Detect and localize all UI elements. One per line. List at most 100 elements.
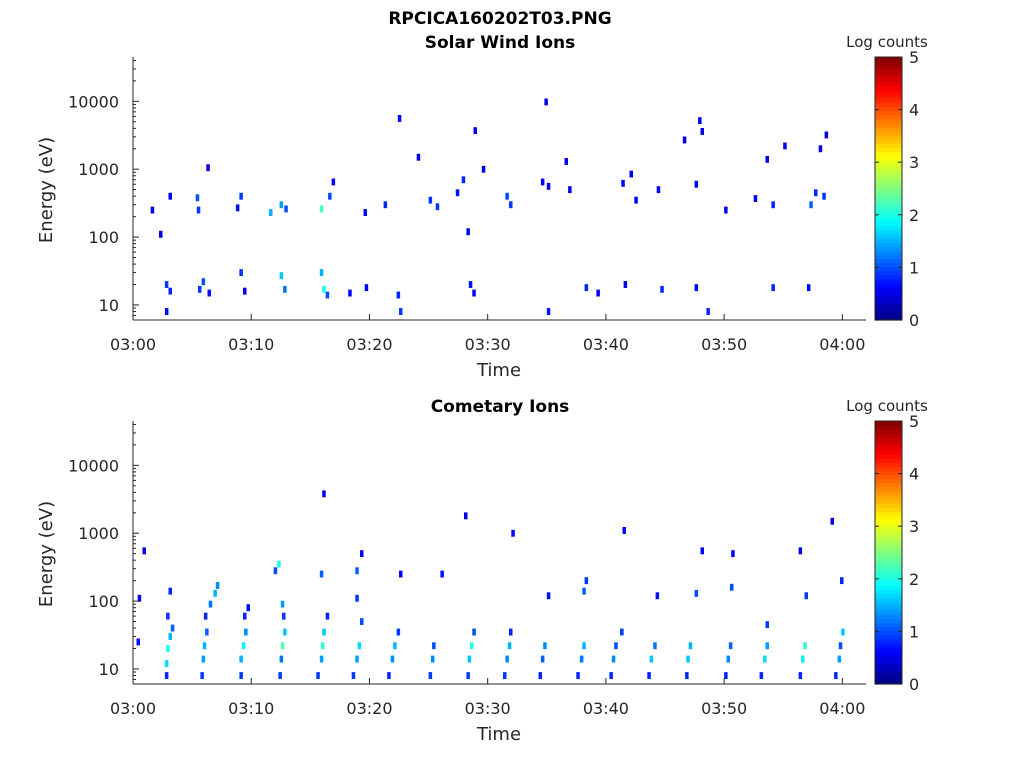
- colorbar-segment: [875, 233, 902, 239]
- heatmap-cell: [322, 628, 326, 636]
- solar-wind-ions-panel: Solar Wind Ions Time Energy (eV) Log cou…: [36, 33, 928, 381]
- heatmap-cell: [168, 192, 172, 200]
- colorbar-segment: [875, 507, 902, 513]
- colorbar-tick-label: 1: [909, 258, 919, 277]
- heatmap-cell: [278, 672, 282, 679]
- heatmap-cell: [279, 272, 284, 280]
- heatmap-cell: [355, 655, 359, 663]
- colorbar-segment: [875, 577, 902, 582]
- heatmap-cell: [168, 287, 172, 295]
- colorbar-segment: [875, 311, 902, 317]
- heatmap-cell: [202, 642, 207, 650]
- colorbar-segment: [875, 287, 902, 292]
- colorbar-segment: [875, 642, 902, 648]
- x-tick-label: 04:00: [819, 699, 865, 718]
- heatmap-cell: [325, 612, 330, 620]
- colorbar-tick-label: 0: [909, 675, 919, 694]
- heatmap-cell: [609, 672, 613, 679]
- colorbar-segment: [875, 77, 902, 83]
- heatmap-cell: [164, 660, 169, 667]
- colorbar-tick-label: 5: [909, 412, 919, 431]
- colorbar-segment: [875, 536, 902, 541]
- x-tick-label: 03:40: [583, 335, 629, 354]
- heatmap-cell: [239, 269, 243, 276]
- colorbar: 0 1 2 3 4 5: [874, 412, 919, 694]
- heatmap-cell: [383, 201, 388, 209]
- heatmap-cell: [243, 287, 247, 295]
- heatmap-cell: [472, 289, 476, 297]
- x-tick-label: 03:00: [110, 699, 156, 718]
- heatmap-cell: [195, 194, 200, 202]
- colorbar-segment: [875, 482, 902, 488]
- heatmap-cell: [564, 158, 568, 165]
- colorbar-segment: [875, 196, 902, 202]
- heatmap-cell: [364, 284, 369, 292]
- cometary-ions-panel: Cometary Ions Time Energy (eV) Log count…: [36, 397, 928, 745]
- colorbar-segment: [875, 651, 902, 656]
- colorbar-segment: [875, 114, 902, 120]
- heatmap-cell: [168, 633, 172, 640]
- heatmap-cell: [396, 291, 401, 299]
- heatmap-cell: [390, 655, 395, 663]
- x-tick-label: 03:50: [701, 699, 747, 718]
- colorbar-segment: [875, 93, 902, 99]
- heatmap-cell: [243, 612, 247, 620]
- heatmap-cell: [505, 655, 509, 663]
- colorbar-segment: [875, 511, 902, 517]
- colorbar-segment: [875, 122, 902, 128]
- heatmap-cell: [136, 638, 140, 646]
- colorbar-segment: [875, 601, 902, 607]
- heatmap-cell: [440, 570, 444, 578]
- heatmap-cell: [759, 672, 764, 679]
- heatmap-cell: [546, 182, 551, 190]
- heatmap-cell: [319, 205, 324, 213]
- colorbar-segment: [875, 147, 902, 153]
- heatmap-cell: [328, 192, 332, 200]
- heatmap-cell: [170, 624, 175, 632]
- heatmap-cell: [801, 655, 805, 663]
- heatmap-cell: [277, 560, 281, 568]
- colorbar-segment: [875, 254, 902, 259]
- heatmap-cell: [653, 642, 657, 650]
- heatmap-cell: [771, 284, 775, 292]
- colorbar-segment: [875, 659, 902, 665]
- colorbar-segment: [875, 638, 902, 644]
- heatmap-cell: [466, 672, 470, 679]
- heatmap-cell: [201, 278, 206, 286]
- heatmap-cell: [235, 204, 240, 212]
- colorbar-segment: [875, 130, 902, 136]
- colorbar-tick-label: 3: [909, 517, 919, 536]
- heatmap-cell: [660, 285, 664, 293]
- colorbar-segment: [875, 258, 902, 264]
- heatmap-cell: [765, 155, 769, 163]
- heatmap-cell: [416, 153, 421, 161]
- colorbar-segment: [875, 544, 902, 549]
- colorbar-segment: [875, 474, 902, 480]
- heatmap-cell: [239, 192, 243, 200]
- colorbar-label: Log counts: [846, 33, 928, 51]
- heatmap-cell: [798, 672, 803, 679]
- heatmap-cell: [351, 672, 356, 679]
- colorbar-frame: [874, 56, 903, 321]
- colorbar-segment: [875, 494, 902, 500]
- colorbar-segment: [875, 618, 902, 623]
- colorbar-segment: [875, 531, 902, 537]
- heatmap-cell: [576, 672, 580, 679]
- colorbar-segment: [875, 519, 902, 525]
- heatmap-cells: [136, 490, 845, 679]
- y-tick-label: 10: [99, 660, 119, 679]
- heatmap-cell: [804, 592, 808, 600]
- heatmap-cell: [505, 192, 509, 200]
- colorbar-segment: [875, 163, 902, 169]
- colorbar-segment: [875, 610, 902, 615]
- colorbar-segment: [875, 176, 902, 181]
- x-tick-label: 03:20: [346, 335, 392, 354]
- heatmap-cell: [348, 289, 352, 297]
- colorbar-segment: [875, 667, 902, 673]
- colorbar-segment: [875, 499, 902, 504]
- colorbar-segment: [875, 478, 902, 484]
- colorbar-segment: [875, 605, 902, 611]
- colorbar-segment: [875, 679, 902, 685]
- heatmap-cell: [283, 628, 287, 636]
- colorbar-tick-label: 4: [909, 465, 919, 484]
